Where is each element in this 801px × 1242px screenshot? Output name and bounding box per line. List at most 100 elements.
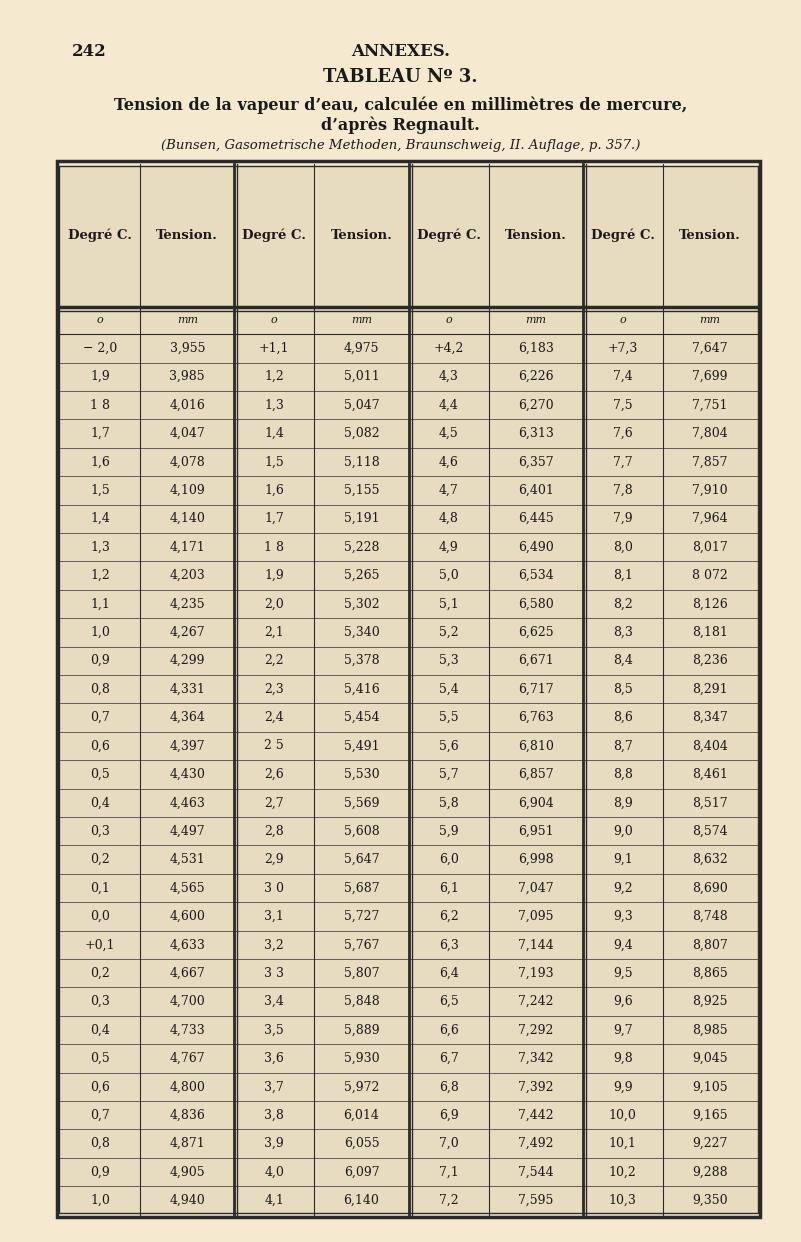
Text: 5,647: 5,647	[344, 853, 380, 866]
Text: 1,5: 1,5	[91, 484, 110, 497]
Text: 5,454: 5,454	[344, 712, 380, 724]
Text: 8,4: 8,4	[613, 655, 633, 667]
Text: 5,155: 5,155	[344, 484, 379, 497]
Text: 7,095: 7,095	[518, 910, 553, 923]
Text: 5,807: 5,807	[344, 966, 380, 980]
Text: 5,4: 5,4	[439, 683, 458, 696]
Text: 4,7: 4,7	[439, 484, 458, 497]
Text: 4,5: 4,5	[439, 427, 458, 440]
Text: Tension.: Tension.	[505, 229, 566, 242]
Text: +1,1: +1,1	[259, 342, 290, 355]
Text: 5,416: 5,416	[344, 683, 380, 696]
Text: 7,9: 7,9	[613, 512, 633, 525]
Text: 5,9: 5,9	[439, 825, 458, 837]
Text: 5,011: 5,011	[344, 370, 380, 384]
Text: 8,2: 8,2	[613, 597, 633, 611]
Text: 1,6: 1,6	[264, 484, 284, 497]
Text: 5,6: 5,6	[439, 739, 458, 753]
Text: 3,2: 3,2	[264, 938, 284, 951]
Text: 8,690: 8,690	[692, 882, 728, 894]
Text: 0,4: 0,4	[91, 1023, 110, 1037]
Text: 4,016: 4,016	[169, 399, 205, 411]
Text: o: o	[619, 315, 626, 325]
Text: 1,0: 1,0	[91, 626, 110, 638]
Text: 5,047: 5,047	[344, 399, 380, 411]
Text: 7,699: 7,699	[692, 370, 727, 384]
Text: 7,804: 7,804	[692, 427, 728, 440]
Text: 6,810: 6,810	[517, 739, 553, 753]
Text: 0,3: 0,3	[91, 995, 110, 1009]
Text: 9,2: 9,2	[613, 882, 633, 894]
Text: 5,3: 5,3	[439, 655, 458, 667]
Text: 8,5: 8,5	[613, 683, 633, 696]
Text: 8,517: 8,517	[692, 796, 728, 810]
Text: 6,0: 6,0	[439, 853, 458, 866]
Text: 6,904: 6,904	[517, 796, 553, 810]
Text: 4,0: 4,0	[264, 1165, 284, 1179]
Text: 8,181: 8,181	[692, 626, 728, 638]
Text: 4,8: 4,8	[439, 512, 458, 525]
Text: Degré C.: Degré C.	[417, 229, 481, 242]
Text: 9,227: 9,227	[692, 1138, 727, 1150]
Text: 4,836: 4,836	[169, 1109, 205, 1122]
Text: 6,140: 6,140	[344, 1194, 380, 1207]
Text: 5,767: 5,767	[344, 938, 379, 951]
Text: o: o	[445, 315, 452, 325]
Text: 4,3: 4,3	[439, 370, 458, 384]
Text: 5,118: 5,118	[344, 456, 380, 468]
Text: 7,144: 7,144	[517, 938, 553, 951]
Text: 4,565: 4,565	[170, 882, 205, 894]
Text: ANNEXES.: ANNEXES.	[351, 43, 450, 61]
Text: 1,0: 1,0	[91, 1194, 110, 1207]
Text: 9,7: 9,7	[613, 1023, 633, 1037]
Text: − 2,0: − 2,0	[83, 342, 117, 355]
Text: 1,4: 1,4	[91, 512, 110, 525]
Text: 6,183: 6,183	[517, 342, 553, 355]
Text: 1,3: 1,3	[264, 399, 284, 411]
Text: 4,047: 4,047	[169, 427, 205, 440]
Text: 8,1: 8,1	[613, 569, 633, 582]
Text: 4,078: 4,078	[169, 456, 205, 468]
Text: 1,6: 1,6	[91, 456, 110, 468]
Text: d’après Regnault.: d’après Regnault.	[321, 117, 480, 134]
Text: 2,8: 2,8	[264, 825, 284, 837]
Text: 5,7: 5,7	[439, 768, 458, 781]
Text: 9,0: 9,0	[613, 825, 633, 837]
Text: 7,6: 7,6	[613, 427, 633, 440]
Text: 3 0: 3 0	[264, 882, 284, 894]
Text: 7,193: 7,193	[518, 966, 553, 980]
Text: 3,9: 3,9	[264, 1138, 284, 1150]
Text: mm: mm	[177, 315, 198, 325]
Text: 9,6: 9,6	[613, 995, 633, 1009]
Text: 5,491: 5,491	[344, 739, 380, 753]
Text: 5,930: 5,930	[344, 1052, 380, 1064]
Text: 1,2: 1,2	[264, 370, 284, 384]
Text: 4,6: 4,6	[439, 456, 458, 468]
Text: 7,647: 7,647	[692, 342, 728, 355]
Text: 4,940: 4,940	[169, 1194, 205, 1207]
Text: 6,1: 6,1	[439, 882, 458, 894]
Text: 1,7: 1,7	[91, 427, 110, 440]
Text: 5,889: 5,889	[344, 1023, 380, 1037]
Text: 7,242: 7,242	[518, 995, 553, 1009]
Text: 3,1: 3,1	[264, 910, 284, 923]
Text: 0,3: 0,3	[91, 825, 110, 837]
Text: 10,1: 10,1	[609, 1138, 637, 1150]
Text: 7,5: 7,5	[613, 399, 633, 411]
Text: 4,975: 4,975	[344, 342, 379, 355]
Text: 4,733: 4,733	[169, 1023, 205, 1037]
Text: 3,955: 3,955	[170, 342, 205, 355]
Text: 6,998: 6,998	[518, 853, 553, 866]
Text: 8,925: 8,925	[692, 995, 727, 1009]
Text: 3,985: 3,985	[170, 370, 205, 384]
Text: 8,865: 8,865	[692, 966, 728, 980]
Text: 3,8: 3,8	[264, 1109, 284, 1122]
Text: 5,2: 5,2	[439, 626, 458, 638]
Text: mm: mm	[351, 315, 372, 325]
Text: 0,2: 0,2	[91, 853, 110, 866]
Text: Tension de la vapeur d’eau, calculée en millimètres de mercure,: Tension de la vapeur d’eau, calculée en …	[114, 97, 687, 114]
Text: 6,4: 6,4	[439, 966, 458, 980]
Text: +0,1: +0,1	[85, 938, 115, 951]
Text: 6,2: 6,2	[439, 910, 458, 923]
Text: 0,0: 0,0	[91, 910, 110, 923]
